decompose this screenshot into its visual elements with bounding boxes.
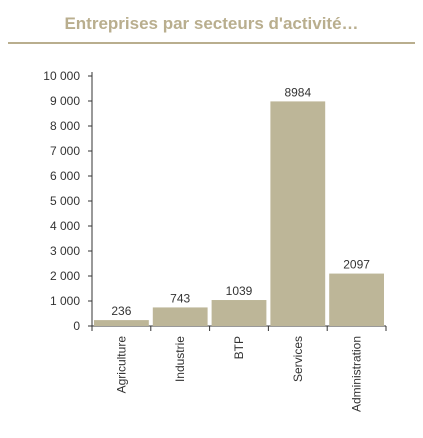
- bar-administration: [329, 273, 384, 326]
- bar-agriculture: [94, 320, 149, 326]
- y-tick-label: 1 000: [50, 294, 80, 308]
- bar-btp: [211, 300, 267, 326]
- chart-title-area: Entreprises par secteurs d'activité…: [0, 0, 423, 48]
- y-tick-label: 8 000: [50, 119, 80, 133]
- y-tick-label: 2 000: [50, 269, 80, 283]
- category-label: Agriculture: [114, 336, 128, 394]
- chart-title: Entreprises par secteurs d'activité…: [64, 14, 359, 33]
- y-tick-label: 9 000: [50, 94, 80, 108]
- chart-axes: 0 1 000 2 000 3 000 4 000 5 000 6 000 7 000 8 00…: [43, 69, 387, 333]
- y-tick-label: 10 000: [43, 69, 80, 83]
- category-label: Administration: [350, 336, 364, 412]
- data-label: 743: [170, 291, 190, 305]
- y-tick-label: 7 000: [50, 144, 80, 158]
- data-label: 8984: [284, 85, 311, 99]
- category-label: Services: [291, 336, 305, 382]
- y-tick-label: 6 000: [50, 169, 80, 183]
- y-tick-label: 3 000: [50, 244, 80, 258]
- y-tick-label: 4 000: [50, 219, 80, 233]
- data-label: 1039: [226, 284, 253, 298]
- chart-labels: 236 743 1039 8984 2097 Agriculture Industrie BT…: [111, 85, 370, 412]
- y-tick-label: 0: [73, 319, 80, 333]
- data-label: 236: [111, 304, 131, 318]
- y-tick-label: 5 000: [50, 194, 80, 208]
- category-label: Industrie: [173, 336, 187, 382]
- title-underline: [8, 42, 415, 44]
- bar-services: [270, 101, 326, 327]
- data-label: 2097: [343, 258, 370, 272]
- category-label: BTP: [232, 336, 246, 359]
- chart-bars: [94, 101, 384, 327]
- bar-industrie: [152, 307, 208, 326]
